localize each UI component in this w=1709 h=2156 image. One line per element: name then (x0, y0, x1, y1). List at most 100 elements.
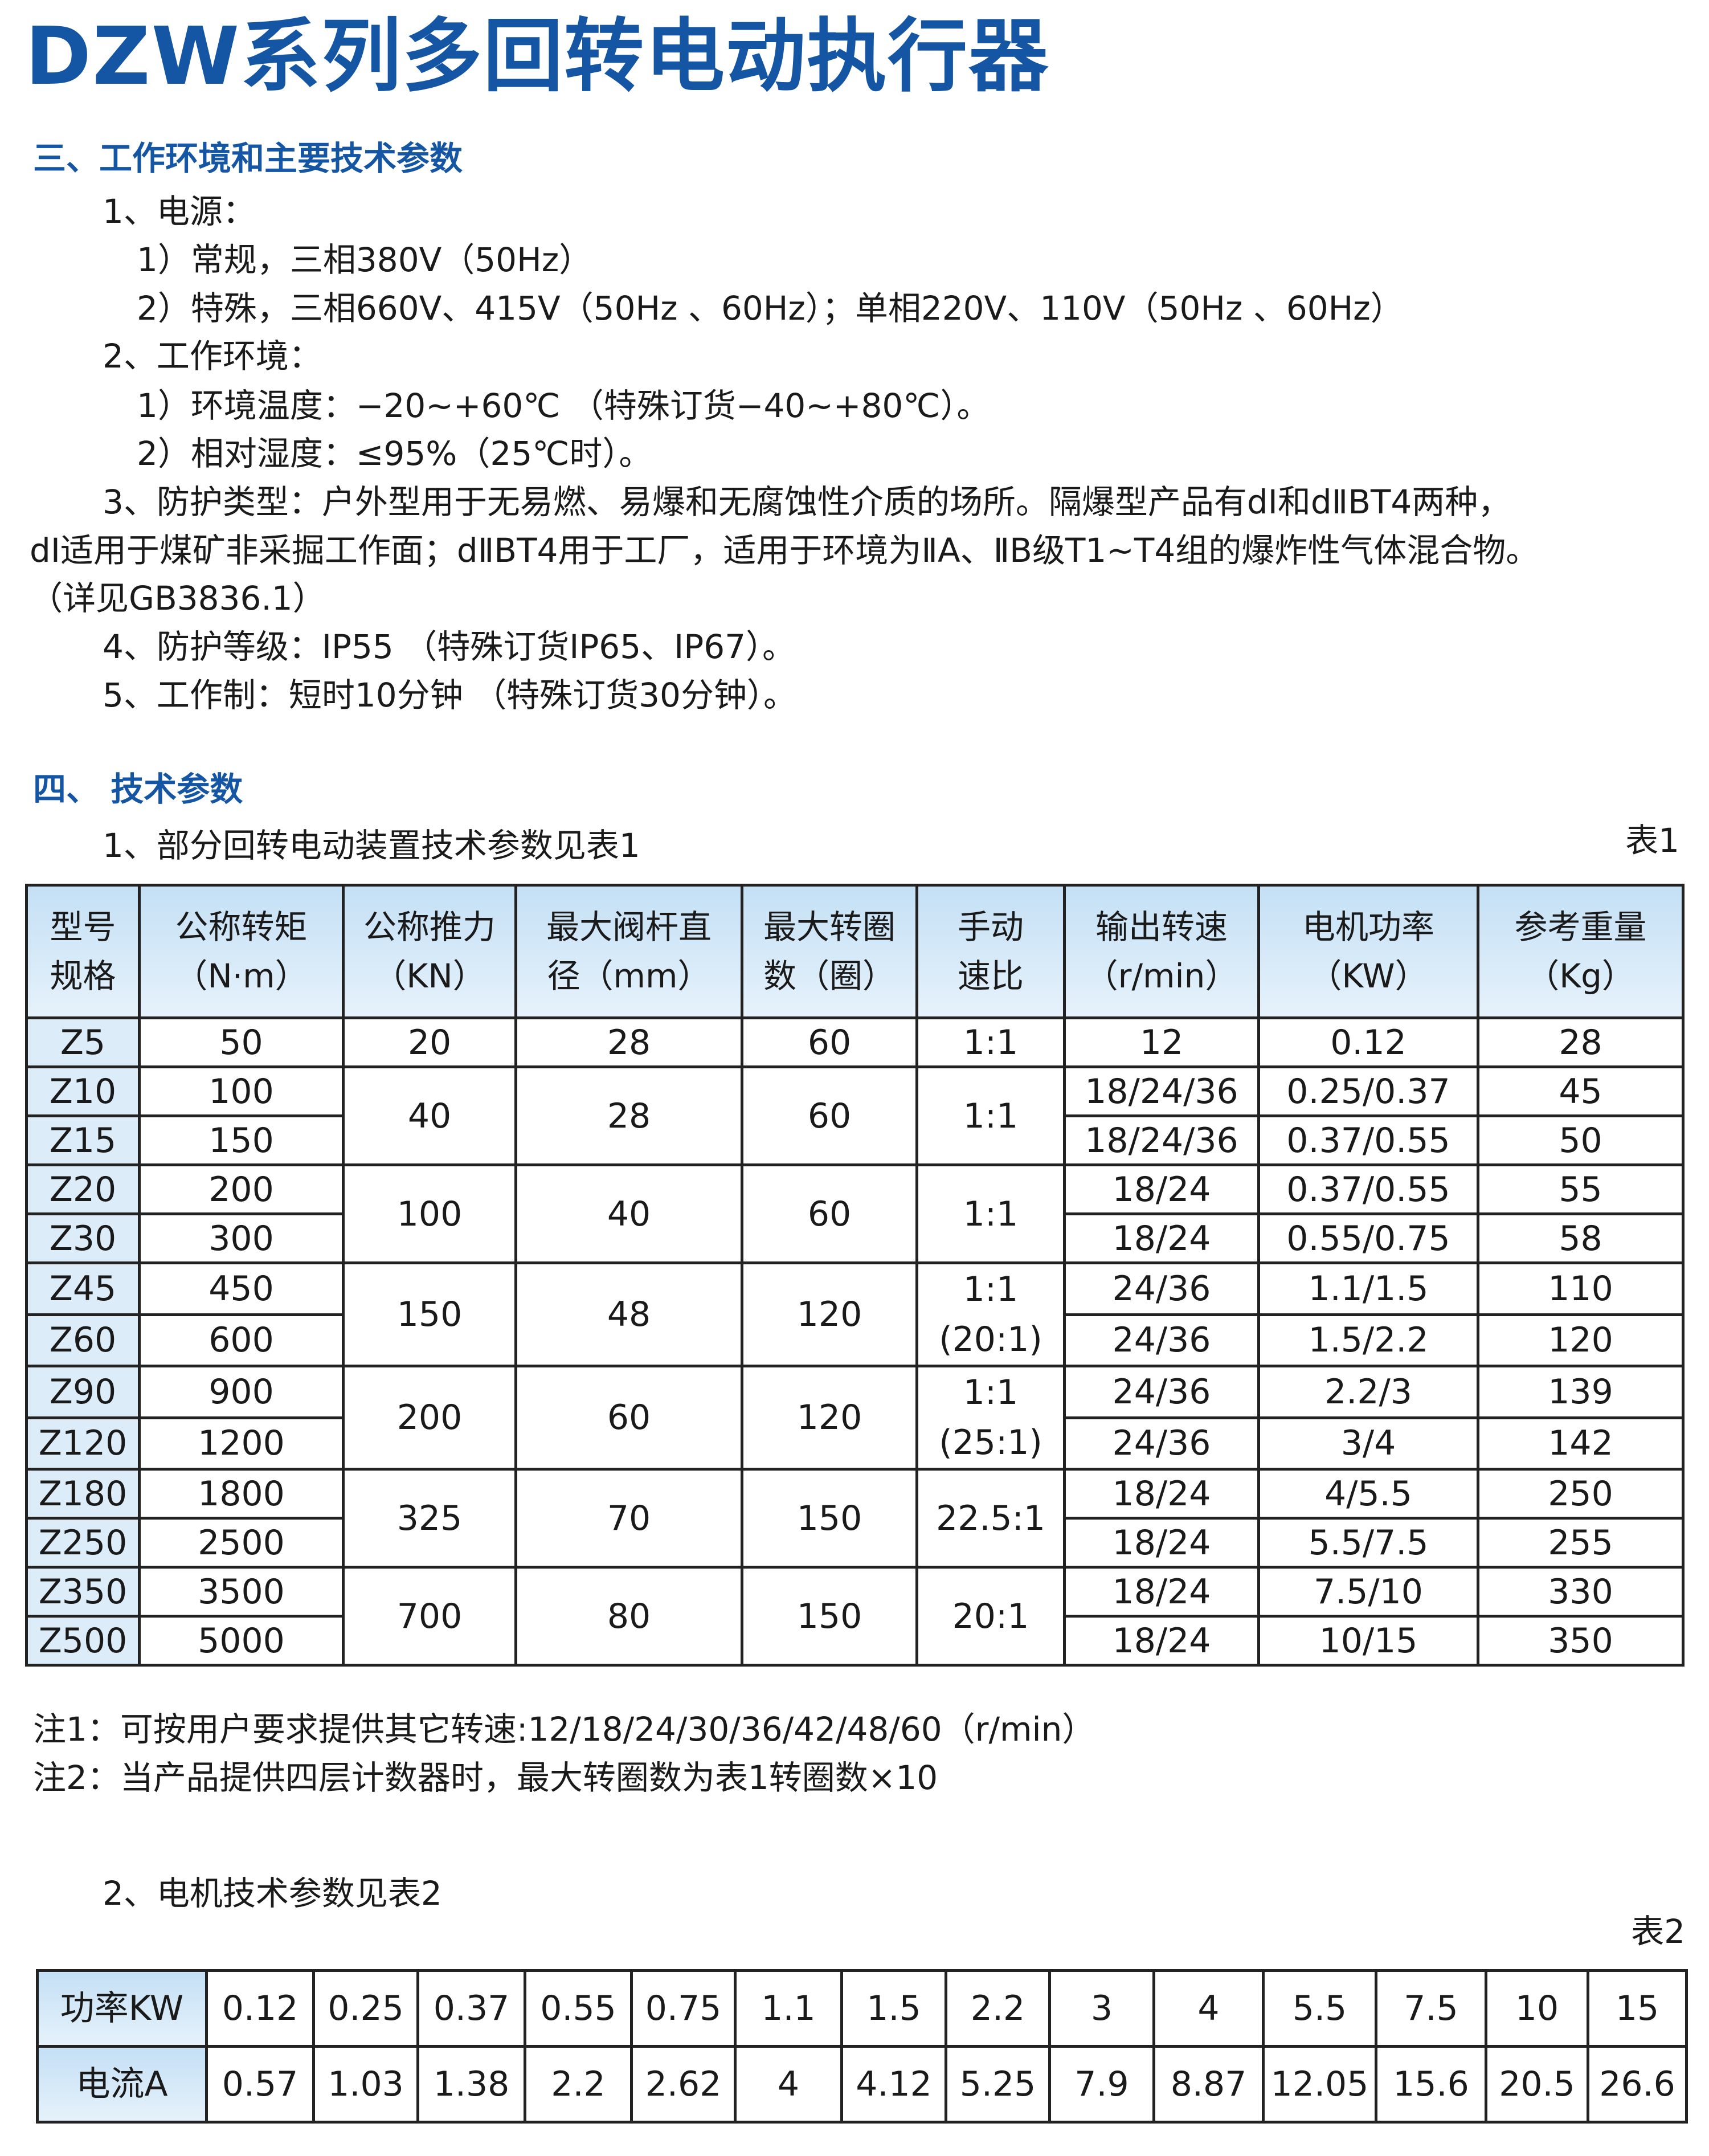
table2-caption: 2、电机技术参数见表2 (103, 1874, 442, 1913)
header-text: 最大阀杆直 (546, 908, 712, 946)
cell-manual-ratio: 22.5:1 (915, 1468, 1066, 1569)
table-row: Z30 300 18/24 0.55/0.75 58 (25, 1212, 1685, 1264)
motor-parameters-table: 功率KW 0.12 0.25 0.37 0.55 0.75 1.1 1.5 2.2 3 4 5.5 7.… (36, 1969, 1688, 2124)
cell-weight: 50 (1477, 1114, 1685, 1166)
table-row: Z45 450 150 48 120 1:1 (20:1) 24/36 1.1/1.5 110 (25, 1261, 1685, 1367)
cell-value: 15 (1587, 1969, 1688, 2048)
ratio-text: (25:1) (939, 1423, 1042, 1463)
cell-output-speed: 24/36 (1063, 1261, 1260, 1316)
header-text: （KW） (1309, 957, 1428, 995)
table-row: Z250 2500 18/24 5.5/7.5 255 (25, 1517, 1685, 1569)
cell-motor-power: 4/5.5 (1257, 1468, 1479, 1520)
cell-value: 10 (1485, 1969, 1589, 2048)
cell-output-speed: 24/36 (1063, 1313, 1260, 1367)
cell-motor-power: 7.5/10 (1257, 1566, 1479, 1618)
cell-torque: 600 (138, 1313, 345, 1367)
cell-model: Z90 (25, 1365, 141, 1419)
text-line: 1、电源： (103, 192, 256, 231)
cell-turns: 60 (741, 1016, 918, 1068)
cell-thrust: 40 (342, 1065, 517, 1166)
header-text: （N·m） (174, 957, 308, 995)
text-line: 1）常规，三相380V（50Hz） (137, 240, 592, 279)
cell-manual-ratio: 1:1 (915, 1163, 1066, 1264)
text-line: 4、防护等级：IP55 （特殊订货IP65、IP67）。 (103, 627, 795, 666)
cell-thrust: 200 (342, 1365, 517, 1471)
cell-model: Z250 (25, 1517, 141, 1569)
cell-torque: 1800 (138, 1468, 345, 1520)
ratio-text: 20:1 (952, 1596, 1029, 1636)
ratio-text: 1:1 (963, 1194, 1019, 1234)
header-text: 参考重量 (1514, 908, 1647, 946)
cell-torque: 900 (138, 1365, 345, 1419)
cell-motor-power: 0.37/0.55 (1257, 1163, 1479, 1215)
table-row: Z60 600 24/36 1.5/2.2 120 (25, 1313, 1685, 1367)
cell-turns: 120 (741, 1261, 918, 1367)
cell-output-speed: 18/24 (1063, 1566, 1260, 1618)
cell-motor-power: 0.25/0.37 (1257, 1065, 1479, 1117)
page-title: DZW系列多回转电动执行器 (25, 10, 1050, 103)
cell-motor-power: 2.2/3 (1257, 1365, 1479, 1419)
row-header: 电流A (36, 2045, 208, 2124)
header-text: （r/min） (1085, 957, 1238, 995)
cell-motor-power: 1.1/1.5 (1257, 1261, 1479, 1316)
cell-thrust: 100 (342, 1163, 517, 1264)
cell-stem-diameter: 28 (514, 1016, 743, 1068)
cell-weight: 58 (1477, 1212, 1685, 1264)
cell-value: 4 (734, 2045, 843, 2124)
text-line: （详见GB3836.1） (30, 579, 326, 618)
cell-weight: 330 (1477, 1566, 1685, 1618)
cell-stem-diameter: 60 (514, 1365, 743, 1471)
cell-turns: 60 (741, 1163, 918, 1264)
cell-value: 0.25 (312, 1969, 419, 2048)
cell-model: Z45 (25, 1261, 141, 1316)
cell-weight: 350 (1477, 1615, 1685, 1667)
cell-motor-power: 0.55/0.75 (1257, 1212, 1479, 1264)
table-row: Z350 3500 700 80 150 20:1 18/24 7.5/10 330 (25, 1566, 1685, 1667)
cell-value: 1.1 (734, 1969, 843, 2048)
cell-weight: 110 (1477, 1261, 1685, 1316)
cell-manual-ratio: 1:1 (20:1) (915, 1261, 1066, 1367)
cell-value: 0.75 (630, 1969, 737, 2048)
ratio-text: (20:1) (939, 1320, 1042, 1359)
cell-motor-power: 3/4 (1257, 1416, 1479, 1471)
cell-output-speed: 18/24/36 (1063, 1114, 1260, 1166)
table-row: Z180 1800 325 70 150 22.5:1 18/24 4/5.5 250 (25, 1468, 1685, 1569)
section-3-heading: 三、工作环境和主要技术参数 (33, 139, 463, 178)
cell-manual-ratio: 1:1 (915, 1016, 1066, 1068)
cell-turns: 60 (741, 1065, 918, 1166)
cell-thrust: 700 (342, 1566, 517, 1667)
cell-stem-diameter: 70 (514, 1468, 743, 1569)
cell-model: Z180 (25, 1468, 141, 1520)
header-stem-diameter: 最大阀杆直径（mm） (514, 884, 743, 1019)
cell-torque: 150 (138, 1114, 345, 1166)
header-text: 公称推力 (363, 908, 496, 946)
ratio-text: 1:1 (963, 1022, 1019, 1063)
cell-value: 5.5 (1262, 1969, 1377, 2048)
cell-model: Z20 (25, 1163, 141, 1215)
text-line: 5、工作制：短时10分钟 （特殊订货30分钟）。 (103, 676, 796, 714)
header-text: 最大转圈 (763, 908, 896, 946)
ratio-text: 22.5:1 (936, 1498, 1045, 1538)
cell-weight: 120 (1477, 1313, 1685, 1367)
header-text: 径（mm） (547, 957, 711, 995)
cell-weight: 45 (1477, 1065, 1685, 1117)
cell-value: 1.03 (312, 2045, 419, 2124)
cell-torque: 3500 (138, 1566, 345, 1618)
header-text: （KN） (373, 957, 486, 995)
cell-weight: 142 (1477, 1416, 1685, 1471)
cell-output-speed: 18/24 (1063, 1468, 1260, 1520)
header-output-speed: 输出转速 （r/min） (1063, 884, 1260, 1019)
header-turns: 最大转圈 数（圈） (741, 884, 918, 1019)
text-line: dⅠ适用于煤矿非采掘工作面；dⅡBT4用于工厂，适用于环境为ⅡA、ⅡB级T1~T… (30, 531, 1539, 570)
cell-model: Z350 (25, 1566, 141, 1618)
table-row: Z20 200 100 40 60 1:1 18/24 0.37/0.55 55 (25, 1163, 1685, 1264)
cell-torque: 5000 (138, 1615, 345, 1667)
header-torque: 公称转矩 （N·m） (138, 884, 345, 1019)
cell-stem-diameter: 40 (514, 1163, 743, 1264)
cell-torque: 450 (138, 1261, 345, 1316)
text-line: 2）相对湿度：≤95%（25℃时）。 (137, 434, 652, 473)
table-row: Z15 150 18/24/36 0.37/0.55 50 (25, 1114, 1685, 1166)
cell-value: 2.2 (524, 2045, 633, 2124)
cell-value: 1.5 (840, 1969, 947, 2048)
cell-manual-ratio: 1:1 (915, 1065, 1066, 1166)
